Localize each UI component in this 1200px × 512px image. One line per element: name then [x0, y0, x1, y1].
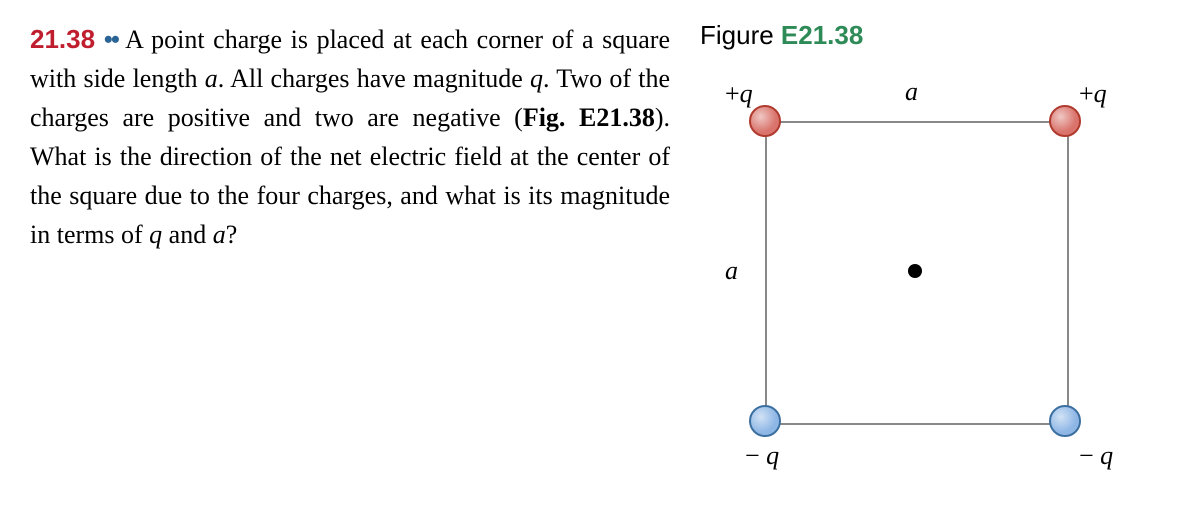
charge-bl: [749, 405, 781, 437]
figure-diagram: a a +q +q − q − q: [700, 61, 1160, 481]
text-p6: ?: [226, 220, 238, 249]
figure-title: Figure E21.38: [700, 20, 1170, 51]
figure-number: E21.38: [781, 20, 863, 50]
fig-ref: Fig. E21.38: [523, 103, 655, 132]
charge-label-tl: +q: [725, 79, 753, 109]
charge-label-bl: − q: [745, 441, 779, 471]
var-q2: q: [149, 220, 162, 249]
charge-tl: [749, 105, 781, 137]
figure-title-prefix: Figure: [700, 20, 781, 50]
problem-number: 21.38: [30, 24, 95, 54]
center-dot: [908, 264, 922, 278]
var-a2: a: [213, 220, 226, 249]
problem-text: 21.38 •• A point charge is placed at eac…: [30, 20, 670, 492]
charge-tr: [1049, 105, 1081, 137]
charge-br: [1049, 405, 1081, 437]
difficulty-dots: ••: [104, 25, 118, 54]
text-p5: and: [162, 220, 213, 249]
var-a1: a: [205, 64, 218, 93]
side-label-left: a: [725, 256, 738, 286]
var-q1: q: [530, 64, 543, 93]
text-p2: . All charges have magnitude: [218, 64, 530, 93]
charge-label-tr: +q: [1079, 79, 1107, 109]
figure-column: Figure E21.38 a a +q +q − q − q: [700, 20, 1170, 492]
side-label-top: a: [905, 77, 918, 107]
charge-label-br: − q: [1079, 441, 1113, 471]
